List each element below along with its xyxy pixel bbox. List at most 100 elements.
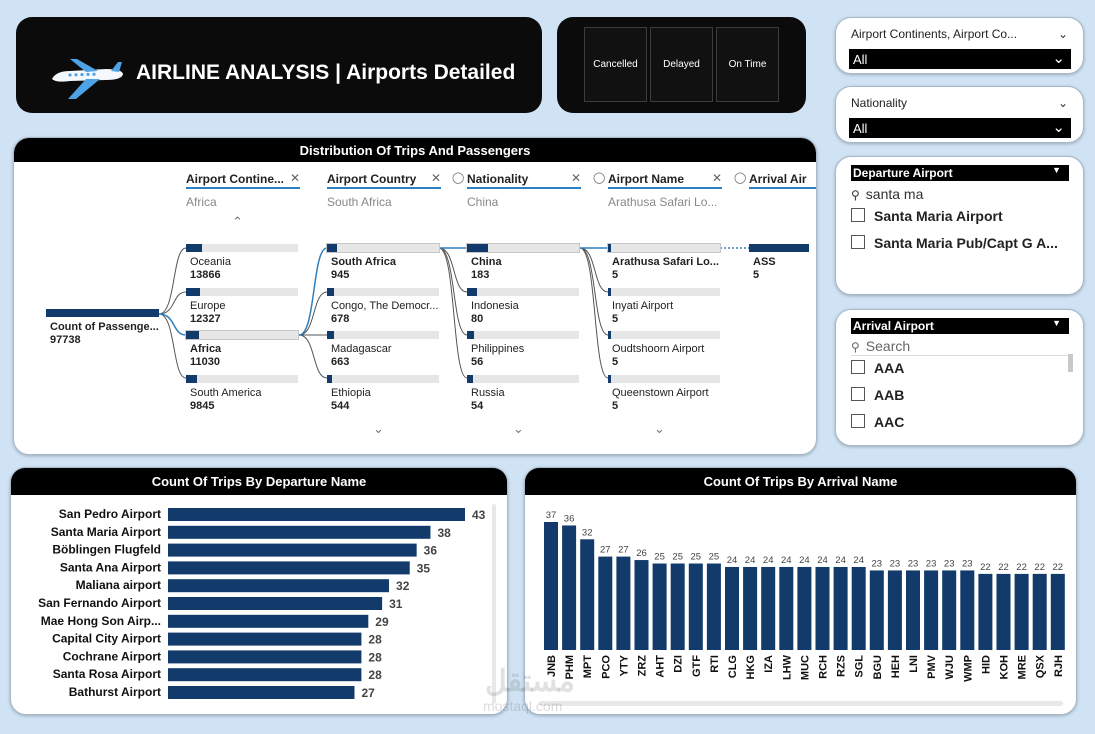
scrollbar[interactable] bbox=[1068, 354, 1073, 372]
list-item-label: Santa Maria Airport bbox=[874, 208, 1003, 224]
search-icon: ⚲ bbox=[851, 340, 860, 354]
node-bar[interactable] bbox=[607, 243, 721, 253]
node-bar[interactable] bbox=[327, 331, 439, 339]
node-bar[interactable] bbox=[186, 375, 298, 383]
checkbox[interactable] bbox=[851, 360, 865, 374]
node-bar-fill bbox=[186, 331, 199, 339]
level-header-country[interactable]: Airport Country ✕ bbox=[327, 171, 441, 189]
level-header-airport-name[interactable]: ◯ Airport Name ✕ bbox=[593, 171, 722, 189]
node-value: 11030 bbox=[190, 356, 220, 368]
slicer-header[interactable]: Departure Airport ▼ bbox=[851, 165, 1069, 181]
decomposition-tree: Distribution Of Trips And Passengers Air… bbox=[13, 137, 817, 455]
close-icon[interactable]: ✕ bbox=[430, 171, 441, 185]
data-label: 37 bbox=[546, 510, 557, 521]
search-text: santa ma bbox=[865, 186, 924, 202]
node-bar[interactable] bbox=[467, 288, 579, 296]
chevron-down-icon: ⌄ bbox=[1052, 119, 1065, 136]
airplane-icon bbox=[52, 59, 123, 99]
list-item[interactable]: AAA bbox=[851, 360, 904, 376]
category-label: YTY bbox=[618, 654, 630, 676]
node-bar[interactable] bbox=[185, 330, 299, 340]
divider bbox=[851, 355, 1069, 356]
bar bbox=[168, 597, 383, 610]
bar bbox=[634, 560, 649, 650]
chevron-down-icon[interactable]: ⌄ bbox=[373, 421, 384, 436]
node-bar-fill bbox=[327, 288, 334, 296]
node-bar[interactable] bbox=[186, 288, 298, 296]
list-item[interactable]: Santa Maria Airport bbox=[851, 208, 1003, 224]
bar bbox=[743, 566, 758, 650]
node-bar[interactable] bbox=[608, 331, 720, 339]
chevron-down-icon[interactable]: ⌄ bbox=[513, 421, 524, 436]
node-bar[interactable] bbox=[326, 243, 440, 253]
node-bar[interactable] bbox=[608, 288, 720, 296]
nationality-slicer: Nationality ⌄ All ⌄ bbox=[835, 86, 1084, 143]
category-label: PCO bbox=[600, 655, 612, 679]
category-label: RCH bbox=[818, 655, 830, 679]
root-bar[interactable] bbox=[46, 309, 159, 317]
node-label: ASS bbox=[753, 256, 776, 268]
list-item[interactable]: AAC bbox=[851, 414, 904, 430]
close-icon[interactable]: ✕ bbox=[570, 171, 581, 185]
close-icon[interactable]: ✕ bbox=[711, 171, 722, 185]
category-label: DZI bbox=[673, 655, 685, 673]
on-time-button[interactable]: On Time bbox=[716, 27, 779, 102]
checkbox[interactable] bbox=[851, 235, 865, 249]
data-label: 35 bbox=[417, 561, 431, 575]
node-bar[interactable] bbox=[327, 375, 439, 383]
level-header-continent[interactable]: Airport Contine... ✕ bbox=[186, 171, 300, 189]
node-bar[interactable] bbox=[467, 375, 579, 383]
arrival-search-input[interactable]: ⚲ Search bbox=[851, 338, 910, 354]
slicer-header[interactable]: Arrival Airport ▼ bbox=[851, 318, 1069, 334]
node-bar-fill bbox=[186, 244, 202, 252]
delayed-button[interactable]: Delayed bbox=[650, 27, 713, 102]
checkbox[interactable] bbox=[851, 208, 865, 222]
chevron-up-icon[interactable]: ⌃ bbox=[232, 214, 243, 229]
category-label: CLG bbox=[727, 655, 739, 678]
data-label: 43 bbox=[472, 508, 486, 522]
node-bar[interactable] bbox=[608, 375, 720, 383]
root-label: Count of Passenge... bbox=[50, 321, 159, 333]
category-label: Maliana airport bbox=[76, 578, 161, 592]
list-item-label: AAA bbox=[874, 360, 905, 376]
data-label: 26 bbox=[636, 548, 647, 559]
chevron-down-icon[interactable]: ⌄ bbox=[1057, 27, 1068, 41]
data-label: 24 bbox=[763, 555, 774, 566]
level-header-nationality[interactable]: ◯ Nationality ✕ bbox=[452, 171, 581, 189]
list-item[interactable]: AAB bbox=[851, 387, 904, 403]
node-value: 54 bbox=[471, 400, 484, 412]
checkbox[interactable] bbox=[851, 387, 865, 401]
continents-dropdown[interactable]: All ⌄ bbox=[849, 49, 1071, 69]
chevron-down-icon[interactable]: ⌄ bbox=[654, 421, 665, 436]
bar bbox=[833, 566, 848, 650]
node-label: Oceania bbox=[190, 256, 231, 268]
data-label: 24 bbox=[745, 555, 756, 566]
data-label: 22 bbox=[1016, 562, 1027, 573]
level-header-arrival[interactable]: ◯ Arrival Air bbox=[734, 172, 816, 189]
cancelled-button[interactable]: Cancelled bbox=[584, 27, 647, 102]
node-bar[interactable] bbox=[467, 331, 579, 339]
nationality-dropdown[interactable]: All ⌄ bbox=[849, 118, 1071, 138]
data-label: 24 bbox=[781, 555, 792, 566]
data-label: 28 bbox=[368, 633, 382, 647]
scrollbar[interactable] bbox=[492, 504, 496, 704]
node-label: Inyati Airport bbox=[612, 300, 674, 312]
slicer-title: Nationality bbox=[851, 96, 908, 110]
close-icon[interactable]: ✕ bbox=[289, 171, 300, 185]
node-bar[interactable] bbox=[186, 244, 298, 252]
chevron-down-icon[interactable]: ⌄ bbox=[1057, 96, 1068, 110]
dropdown-value: All bbox=[853, 121, 868, 136]
node-bar[interactable] bbox=[749, 244, 809, 252]
slicer-title: Departure Airport bbox=[853, 166, 953, 180]
arrival-bar-chart: 37 JNB 36 PHM 32 MPT 27 PCO 27 YTY 26 ZRZ 25 AHT 25 DZI… bbox=[544, 510, 1065, 682]
data-label: 23 bbox=[890, 558, 901, 569]
node-bar[interactable] bbox=[327, 288, 439, 296]
arrival-airport-slicer: Arrival Airport ▼ ⚲ Search AAA AAB AAC bbox=[835, 309, 1084, 446]
checkbox[interactable] bbox=[851, 414, 865, 428]
category-label: San Pedro Airport bbox=[59, 507, 161, 521]
horizontal-scrollbar[interactable] bbox=[539, 701, 1063, 706]
departure-search-input[interactable]: ⚲ santa ma bbox=[851, 186, 923, 202]
node-bar[interactable] bbox=[466, 243, 580, 253]
data-label: 27 bbox=[600, 545, 611, 556]
list-item[interactable]: Santa Maria Pub/Capt G A... bbox=[851, 235, 1058, 251]
